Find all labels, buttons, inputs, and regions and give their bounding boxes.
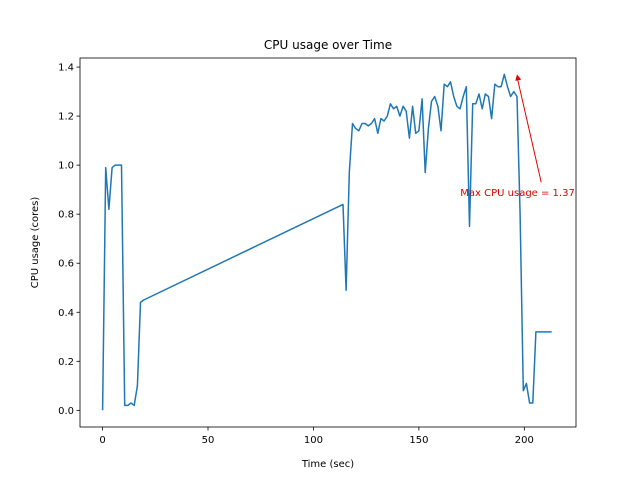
x-tick-label: 100 xyxy=(304,435,323,446)
annotation-arrow xyxy=(516,76,542,183)
plot-frame xyxy=(79,57,577,428)
y-tick-label: 1.0 xyxy=(58,161,74,172)
x-axis-label: Time (sec) xyxy=(301,459,354,470)
annotation-arrowhead xyxy=(515,74,522,81)
x-axis-ticks: 0 50 100 150 200 xyxy=(99,427,534,446)
series-layer xyxy=(101,73,552,411)
x-tick-label: 200 xyxy=(515,435,534,446)
max-cpu-annotation: Max CPU usage = 1.37 xyxy=(460,188,575,199)
x-tick-label: 50 xyxy=(202,435,215,446)
y-tick-label: 0.8 xyxy=(58,210,74,221)
x-tick-label: 0 xyxy=(99,435,105,446)
y-axis-label: CPU usage (cores) xyxy=(30,197,41,289)
y-tick-label: 0.0 xyxy=(58,406,74,417)
series-line-cpu-usage xyxy=(101,73,552,411)
y-tick-label: 0.6 xyxy=(58,259,74,270)
y-tick-label: 0.2 xyxy=(58,357,74,368)
y-tick-label: 1.2 xyxy=(58,112,74,123)
y-tick-label: 1.4 xyxy=(58,63,74,74)
annotation-layer: Max CPU usage = 1.37 xyxy=(460,74,575,199)
y-tick-label: 0.4 xyxy=(58,308,74,319)
x-tick-label: 150 xyxy=(409,435,428,446)
y-axis-ticks: 0.0 0.2 0.4 0.6 0.8 1.0 1.2 1.4 xyxy=(58,63,80,417)
chart-title: CPU usage over Time xyxy=(264,38,392,52)
plot-area xyxy=(80,58,576,427)
